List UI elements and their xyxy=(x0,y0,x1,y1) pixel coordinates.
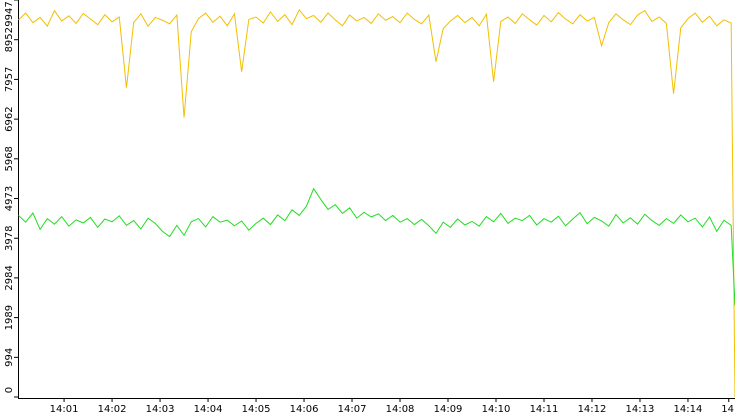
y-tick-label: 5968 xyxy=(4,146,15,171)
series-line xyxy=(18,8,735,398)
x-tick-label: 14:01 xyxy=(50,404,79,415)
x-tick-label: 14:06 xyxy=(290,404,319,415)
y-tick-label: 8952 xyxy=(4,27,15,52)
x-tick-label: 14:10 xyxy=(482,404,511,415)
x-tick-label: 14:08 xyxy=(386,404,415,415)
x-tick-label: 14:09 xyxy=(434,404,463,415)
x-tick-label: 14 xyxy=(721,404,734,415)
y-tick-label: 0 xyxy=(4,387,15,393)
y-tick-label: 2984 xyxy=(4,265,15,290)
x-tick-label: 14:04 xyxy=(194,404,223,415)
x-tick-label: 14:03 xyxy=(146,404,175,415)
x-tick-label: 14:12 xyxy=(578,404,607,415)
x-tick-label: 14:11 xyxy=(530,404,559,415)
series-line xyxy=(18,187,735,306)
x-tick-label: 14:07 xyxy=(338,404,367,415)
x-tick-label: 14:02 xyxy=(98,404,127,415)
y-tick-label: 9947 xyxy=(4,1,15,26)
y-tick-label: 6962 xyxy=(4,106,15,131)
y-tick-label: 4973 xyxy=(4,186,15,211)
y-tick-label: 994 xyxy=(4,348,15,367)
y-tick-label: 1989 xyxy=(4,305,15,330)
y-tick-label: 7957 xyxy=(4,67,15,92)
x-tick-label: 14:14 xyxy=(674,404,703,415)
x-tick-label: 14:13 xyxy=(626,404,655,415)
x-tick-label: 14:05 xyxy=(242,404,271,415)
y-tick-label: 3978 xyxy=(4,226,15,251)
